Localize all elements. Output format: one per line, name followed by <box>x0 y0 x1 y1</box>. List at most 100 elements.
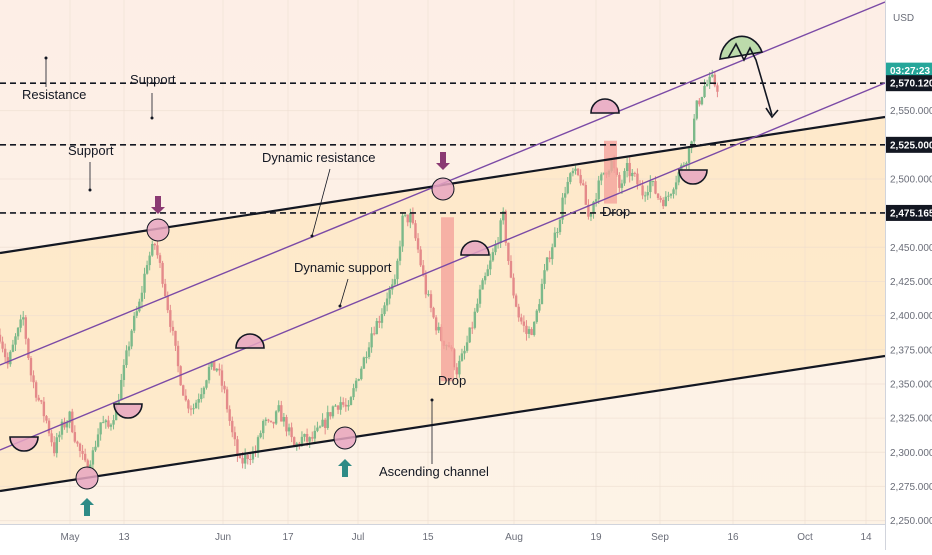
candle-body <box>569 173 572 182</box>
candle-body <box>509 260 513 278</box>
candle-body <box>357 379 360 381</box>
candle-body <box>463 350 466 354</box>
candle-body <box>329 412 332 417</box>
candle-body <box>11 344 15 352</box>
candle-body <box>708 76 711 85</box>
candle-body <box>264 419 268 421</box>
candle-body <box>695 100 698 119</box>
candle-body <box>543 270 546 284</box>
price-tag-label: 2,525.000 <box>890 140 932 151</box>
candle-body <box>37 397 40 401</box>
candle-body <box>460 353 464 361</box>
candle-body <box>6 357 9 365</box>
candle-body <box>109 424 113 427</box>
candle-body <box>651 181 655 183</box>
y-tick-label: 2,425.000 <box>890 277 932 288</box>
touch-point-circle <box>431 177 455 201</box>
candle-body <box>383 305 386 315</box>
annotation-pointer-tip <box>338 304 342 308</box>
candle-body <box>104 420 108 423</box>
candle-body <box>29 358 33 376</box>
touch-point-circle <box>75 466 99 490</box>
candle-body <box>287 427 291 432</box>
candle-body <box>117 400 120 405</box>
candle-body <box>76 441 79 444</box>
candle-body <box>145 265 149 274</box>
y-tick-label: 2,550.000 <box>890 106 932 117</box>
annotation-label: Dynamic support <box>294 260 392 275</box>
candle-body <box>14 336 17 345</box>
candle-body <box>625 162 629 171</box>
candle-body <box>667 195 670 197</box>
candle-body <box>481 280 484 290</box>
candle-body <box>551 247 554 260</box>
candle-body <box>303 433 306 437</box>
annotation-label: Drop <box>438 373 466 388</box>
candle-body <box>78 443 82 451</box>
candle-body <box>631 172 634 177</box>
candle-body <box>148 255 151 266</box>
candle-body <box>705 84 709 86</box>
y-tick-label: 2,275.000 <box>890 482 932 493</box>
candle-body <box>561 197 564 220</box>
x-axis-panel <box>0 524 885 550</box>
candle-body <box>334 405 337 407</box>
annotation-pointer-tip <box>310 234 314 238</box>
candle-body <box>176 345 180 367</box>
candle-body <box>677 172 680 183</box>
candle-body <box>427 294 430 296</box>
candle-body <box>267 419 270 421</box>
candle-body <box>527 329 531 334</box>
candle-body <box>321 419 324 427</box>
candle-body <box>471 327 474 329</box>
candle-body <box>225 389 229 410</box>
y-tick-label: 2,400.000 <box>890 311 932 322</box>
candle-body <box>318 426 322 428</box>
projection-path <box>727 42 773 116</box>
candle-body <box>194 402 198 409</box>
candle-body <box>156 245 159 256</box>
x-tick-label: 16 <box>727 532 739 543</box>
candle-body <box>669 193 673 196</box>
x-tick-label: 15 <box>422 532 434 543</box>
candle-body <box>292 437 296 447</box>
candle-body <box>582 183 585 185</box>
bullish-arrow-icon <box>80 498 94 505</box>
candle-body <box>58 434 61 438</box>
y-axis[interactable]: USD 2,250.000 2,275.000 2,300.000 2,325.000… <box>885 0 932 550</box>
candle-body <box>656 193 660 198</box>
reaction-arc <box>235 333 265 349</box>
candle-body <box>713 74 717 86</box>
candle-body <box>664 196 668 207</box>
reaction-arc <box>590 98 620 114</box>
candle-body <box>620 183 624 188</box>
candle-body <box>215 368 218 371</box>
candle-body <box>633 172 637 174</box>
candle-body <box>83 453 87 461</box>
candle-body <box>483 275 487 281</box>
candle-body <box>700 96 704 105</box>
candle-body <box>300 436 304 446</box>
x-axis[interactable]: May 13 Jun 17 Jul 15 Aug 19 Sep 16 Oct 14 <box>0 524 885 550</box>
candle-body <box>406 214 409 223</box>
candle-body <box>202 387 206 395</box>
candle-body <box>628 162 631 177</box>
candle-body <box>308 437 311 442</box>
candle-body <box>285 417 288 432</box>
candle-body <box>262 420 265 434</box>
candle-body <box>326 412 329 428</box>
bullish-arrow-icon <box>338 459 352 466</box>
candle-body <box>220 370 224 386</box>
annotation-label: Dynamic resistance <box>262 150 375 165</box>
candle-body <box>277 405 280 412</box>
x-tick-label: Oct <box>797 532 813 543</box>
candle-body <box>99 422 102 435</box>
candle-body <box>130 330 133 347</box>
candle-body <box>504 211 508 243</box>
candle-body <box>476 303 479 312</box>
candle-body <box>623 170 626 184</box>
candle-body <box>241 458 244 464</box>
candle-body <box>540 283 544 305</box>
